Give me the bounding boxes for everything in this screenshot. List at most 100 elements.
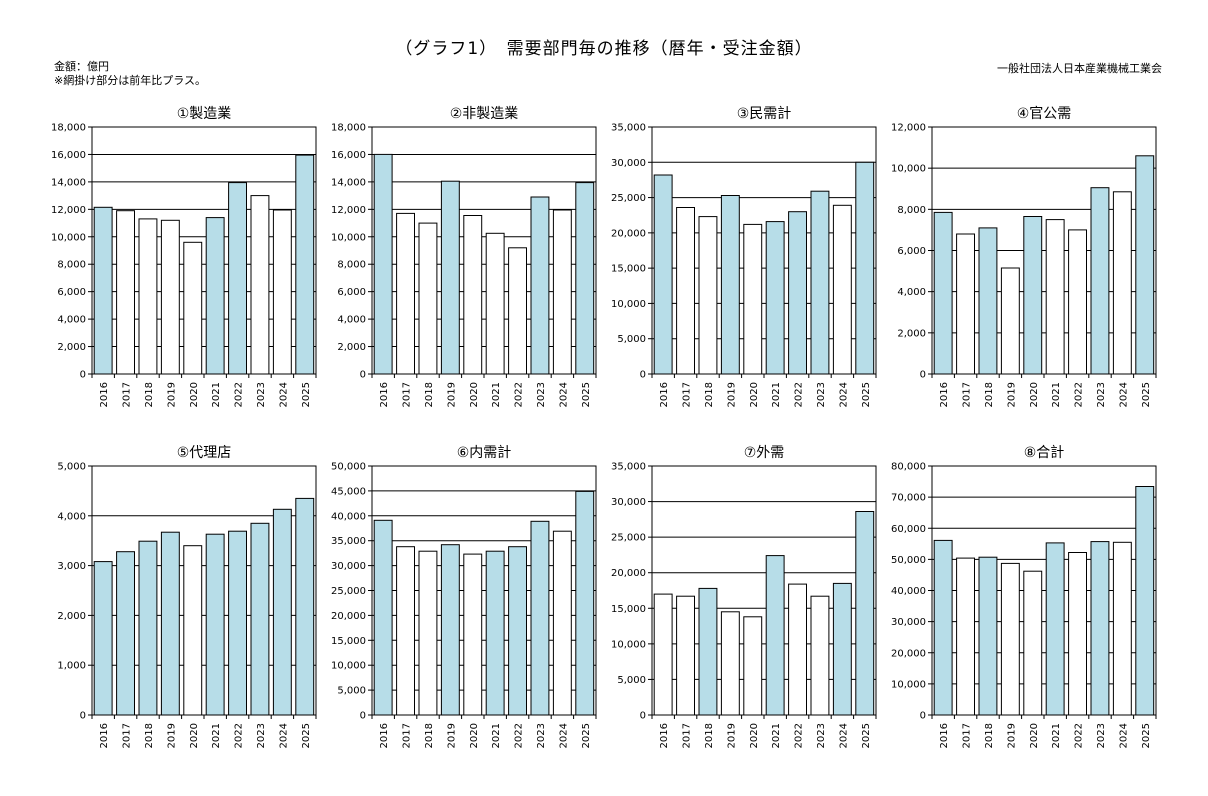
chart-title: ③民需計 [737, 106, 792, 122]
bar-2017 [956, 557, 975, 716]
x-tick-label: 2021 [771, 382, 782, 407]
y-tick-label: 5,000 [57, 462, 86, 473]
x-tick-label: 2024 [1118, 382, 1129, 407]
x-tick-label: 2016 [99, 382, 110, 407]
x-tick-label: 2023 [816, 382, 827, 407]
x-tick-label: 2019 [1006, 382, 1017, 407]
x-tick-label: 2018 [424, 723, 435, 748]
bar-2020 [1023, 216, 1043, 375]
y-tick-label: 2,000 [897, 328, 926, 339]
chart-panel-8: ⑧合計 0 10,000 20,000 30,000 40,000 50,000 60,000… [870, 437, 1166, 796]
bar-2023 [810, 190, 830, 375]
bar-2016 [373, 153, 393, 375]
bar-2022 [1068, 552, 1087, 716]
x-tick-label: 2025 [581, 723, 592, 748]
bar-2024 [1112, 541, 1132, 716]
chart-title: ①製造業 [177, 106, 232, 122]
x-tick-label: 2021 [1051, 723, 1062, 748]
chart-panel-6: ⑥内需計 0 5,000 10,000 15,000 20,000 25,000 30,000… [310, 437, 606, 796]
x-tick-label: 2022 [234, 723, 245, 748]
x-tick-label: 2018 [144, 723, 155, 748]
chart-svg-7: ⑦外需 0 5,000 10,000 15,000 20,000 25,000 30,000 3… [611, 445, 877, 748]
bar-2021 [485, 550, 505, 716]
bar-2019 [160, 531, 180, 716]
bar-2020 [463, 553, 483, 716]
x-tick-label: 2024 [838, 723, 849, 748]
y-tick-label: 25,000 [611, 193, 646, 204]
x-tick-label: 2022 [514, 723, 525, 748]
y-tick-label: 8,000 [897, 205, 926, 216]
y-tick-label: 20,000 [891, 648, 926, 659]
x-tick-label: 2019 [1006, 723, 1017, 748]
y-tick-label: 5,000 [617, 675, 646, 686]
y-tick-label: 18,000 [51, 123, 86, 134]
y-tick-label: 0 [640, 370, 646, 381]
bar-2025 [295, 154, 315, 375]
x-tick-label: 2023 [536, 723, 547, 748]
organization-name: 一般社団法人日本産業機械工業会 [997, 62, 1162, 75]
x-tick-label: 2016 [659, 723, 670, 748]
y-tick-label: 5,000 [617, 334, 646, 345]
y-tick-label: 20,000 [611, 568, 646, 579]
y-tick-label: 2,000 [57, 342, 86, 353]
bar-2018 [698, 587, 718, 716]
x-tick-label: 2017 [962, 723, 973, 748]
y-tick-label: 0 [920, 370, 926, 381]
chart-title: ④官公需 [1017, 106, 1072, 122]
y-tick-label: 1,000 [57, 661, 86, 672]
bar-2023 [250, 195, 270, 375]
bar-2016 [653, 174, 673, 375]
x-tick-label: 2023 [256, 382, 267, 407]
y-tick-label: 16,000 [51, 150, 86, 161]
x-tick-label: 2018 [704, 382, 715, 407]
y-tick-label: 10,000 [611, 299, 646, 310]
x-tick-label: 2022 [794, 382, 805, 407]
y-tick-label: 2,000 [57, 611, 86, 622]
x-tick-label: 2017 [402, 723, 413, 748]
y-tick-label: 0 [640, 711, 646, 722]
x-tick-label: 2019 [166, 382, 177, 407]
y-tick-label: 8,000 [57, 260, 86, 271]
x-tick-label: 2017 [122, 723, 133, 748]
y-tick-label: 12,000 [331, 205, 366, 216]
chart-panel-7: ⑦外需 0 5,000 10,000 15,000 20,000 25,000 30,000 3… [590, 437, 886, 796]
x-tick-label: 2017 [962, 382, 973, 407]
chart-panel-5: ⑤代理店 0 1,000 2,000 3,000 4,000 5,000 2016 2017 20… [30, 437, 326, 796]
x-tick-label: 2016 [379, 723, 390, 748]
bar-2021 [765, 555, 785, 716]
x-tick-label: 2018 [144, 382, 155, 407]
x-tick-label: 2019 [446, 723, 457, 748]
y-tick-label: 35,000 [611, 123, 646, 134]
x-tick-label: 2025 [301, 382, 312, 407]
x-tick-label: 2021 [771, 723, 782, 748]
x-tick-label: 2017 [402, 382, 413, 407]
chart-body: ②非製造業 0 2,000 4,000 6,000 8,000 10,000 12,000 14… [331, 106, 597, 407]
x-tick-label: 2019 [726, 382, 737, 407]
y-tick-label: 15,000 [611, 604, 646, 615]
y-tick-label: 10,000 [611, 639, 646, 650]
y-tick-label: 80,000 [891, 462, 926, 473]
y-tick-label: 4,000 [897, 287, 926, 298]
bar-2018 [418, 222, 438, 375]
y-tick-label: 10,000 [331, 661, 366, 672]
x-tick-label: 2024 [1118, 723, 1129, 748]
x-tick-label: 2025 [1141, 382, 1152, 407]
x-tick-label: 2016 [939, 723, 950, 748]
y-tick-label: 15,000 [611, 264, 646, 275]
x-tick-label: 2024 [558, 382, 569, 407]
x-tick-label: 2021 [211, 382, 222, 407]
chart-panel-1: ①製造業 0 2,000 4,000 6,000 8,000 10,000 12,000 14,… [30, 98, 326, 455]
chart-title: ⑥内需計 [457, 445, 512, 461]
x-tick-label: 2022 [514, 382, 525, 407]
y-tick-label: 35,000 [611, 462, 646, 473]
x-tick-label: 2025 [861, 723, 872, 748]
bar-2024 [832, 582, 852, 716]
bar-2016 [373, 519, 393, 716]
x-tick-label: 2018 [424, 382, 435, 407]
y-tick-label: 10,000 [891, 164, 926, 175]
chart-panel-3: ③民需計 0 5,000 10,000 15,000 20,000 25,000 30,000… [590, 98, 886, 455]
y-tick-label: 12,000 [51, 205, 86, 216]
page-title: （グラフ1） 需要部門毎の推移（暦年・受注金額） [395, 39, 813, 59]
y-tick-label: 10,000 [51, 232, 86, 243]
bar-2024 [272, 508, 292, 716]
